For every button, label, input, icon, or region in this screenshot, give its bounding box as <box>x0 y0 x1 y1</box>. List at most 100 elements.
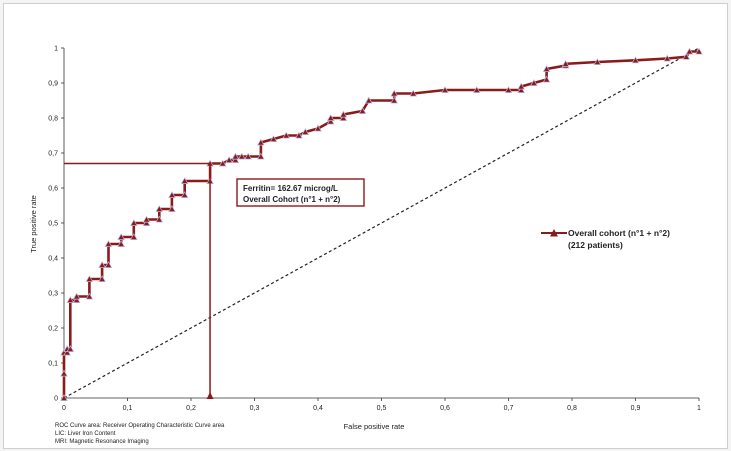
x-tick-label: 0,6 <box>440 405 450 412</box>
roc-point-marker <box>517 86 525 93</box>
roc-point-marker <box>142 219 151 226</box>
roc-point-marker <box>244 152 252 160</box>
roc-point-marker <box>168 205 176 212</box>
roc-point-marker <box>231 156 240 163</box>
roc-point-marker <box>72 296 81 303</box>
y-tick-label: 0,6 <box>48 186 58 193</box>
y-tick-label: 0 <box>54 396 58 403</box>
roc-point-marker <box>142 215 151 223</box>
roc-point-marker <box>66 345 75 352</box>
footnote-3: MRI: Magnetic Resonance Imaging <box>55 439 149 445</box>
roc-point-marker <box>682 52 691 60</box>
x-tick-label: 0,9 <box>631 405 641 412</box>
roc-point-marker <box>104 261 113 268</box>
roc-point-marker <box>231 152 240 160</box>
roc-point-marker <box>663 54 672 62</box>
roc-point-marker <box>130 219 138 226</box>
y-tick-label: 0,1 <box>48 361 58 368</box>
roc-point-marker <box>117 240 125 247</box>
footnote-2: LIC: Liver Iron Content <box>55 431 116 437</box>
chart-frame <box>3 3 728 449</box>
y-axis-label: True positive rate <box>29 195 38 253</box>
x-tick-label: 1 <box>697 405 701 412</box>
roc-point-marker <box>117 233 125 240</box>
y-tick-label: 0,3 <box>48 291 58 298</box>
roc-point-marker <box>60 394 68 401</box>
roc-point-marker <box>180 177 189 184</box>
roc-point-marker <box>155 205 164 212</box>
y-tick-label: 0,2 <box>48 326 58 333</box>
x-axis-label: False positive rate <box>344 422 405 431</box>
roc-point-marker <box>339 110 348 118</box>
y-tick-label: 0,8 <box>48 116 58 123</box>
roc-point-marker <box>98 261 106 268</box>
roc-point-marker <box>66 296 75 303</box>
roc-point-marker <box>390 89 398 97</box>
roc-point-marker <box>225 156 233 163</box>
roc-point-marker <box>685 47 694 55</box>
roc-point-marker <box>542 65 551 72</box>
x-tick-label: 0,4 <box>313 405 323 412</box>
roc-point-marker <box>168 191 176 198</box>
legend-marker-icon <box>550 229 558 237</box>
annotation-line-1: Ferritin= 162.67 microg/L <box>243 184 338 193</box>
y-tick-label: 0,5 <box>48 221 58 228</box>
series-overall-cohort <box>60 47 703 401</box>
roc-point-marker <box>63 348 71 356</box>
roc-point-marker <box>504 86 513 93</box>
footnote-1: ROC Curve area: Receiver Operating Chara… <box>55 423 225 429</box>
x-tick-label: 0,1 <box>123 405 133 412</box>
roc-point-marker <box>339 114 348 121</box>
roc-point-marker <box>365 96 373 104</box>
roc-point-marker <box>695 47 703 55</box>
roc-point-marker <box>517 82 525 90</box>
x-tick-label: 0 <box>62 405 66 412</box>
roc-point-marker <box>358 107 367 114</box>
roc-point-marker <box>542 75 551 83</box>
roc-point-marker <box>218 159 227 167</box>
roc-point-marker <box>593 58 602 65</box>
y-tick-label: 0,4 <box>48 256 58 263</box>
y-tick-label: 1 <box>54 46 58 53</box>
x-tick-label: 0,3 <box>250 405 260 412</box>
x-tick-label: 0,2 <box>186 405 196 412</box>
y-tick-label: 0,7 <box>48 151 58 158</box>
y-tick-labels: 0 0,1 0,2 0,3 0,4 0,5 0,6 0,7 0,8 0,9 1 <box>48 46 64 403</box>
x-tick-label: 0,5 <box>377 405 387 412</box>
roc-point-marker <box>326 114 335 121</box>
roc-point-marker <box>180 191 189 198</box>
x-tick-label: 0,8 <box>567 405 577 412</box>
roc-point-marker <box>314 124 322 132</box>
roc-point-marker <box>409 89 418 97</box>
roc-curve-line <box>62 50 699 398</box>
roc-point-marker <box>631 56 640 64</box>
roc-point-marker <box>295 131 303 139</box>
legend-series-name: Overall cohort (n°1 + n°2) <box>568 228 670 238</box>
roc-point-marker <box>301 128 310 135</box>
roc-point-marker <box>257 138 265 146</box>
roc-point-marker <box>238 152 246 160</box>
roc-point-marker <box>155 215 164 223</box>
roc-point-marker <box>98 275 106 282</box>
legend: Overall cohort (n°1 + n°2) (212 patients… <box>541 228 670 250</box>
roc-point-marker <box>472 86 481 93</box>
roc-point-marker <box>85 292 94 300</box>
roc-point-marker <box>85 275 94 282</box>
roc-point-marker <box>269 135 278 142</box>
x-tick-labels: 0 0,1 0,2 0,3 0,4 0,5 0,6 0,7 0,8 0,9 1 <box>62 398 701 412</box>
annotation-line-2: Overall Cohort (n°1 + n°2) <box>243 195 341 204</box>
legend-series-count: (212 patients) <box>568 240 623 250</box>
cutoff-marker <box>206 392 214 399</box>
roc-point-marker <box>72 292 81 300</box>
roc-point-marker <box>104 240 113 247</box>
roc-point-marker <box>390 96 398 104</box>
roc-point-marker <box>441 86 449 93</box>
roc-point-marker <box>326 117 335 125</box>
x-tick-label: 0,7 <box>504 405 514 412</box>
roc-point-marker <box>530 79 538 86</box>
roc-point-marker <box>282 131 291 139</box>
roc-point-marker <box>60 369 68 377</box>
roc-point-marker <box>130 233 138 240</box>
roc-point-marker <box>257 152 265 160</box>
